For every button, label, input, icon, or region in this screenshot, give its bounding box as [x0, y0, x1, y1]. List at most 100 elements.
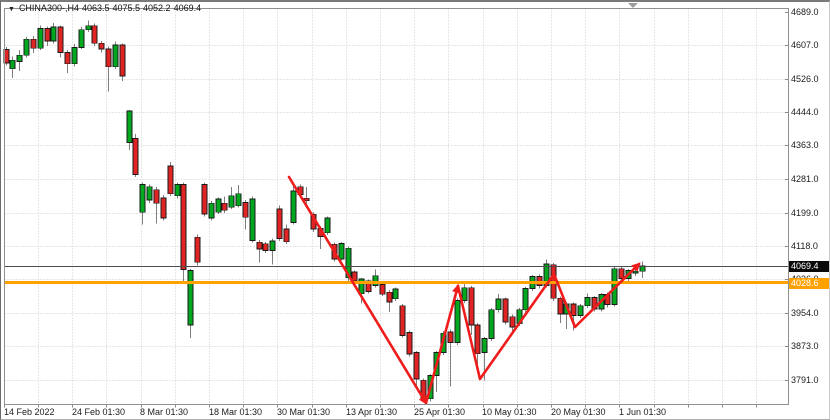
candle-bearish [618, 268, 625, 280]
candle-bearish [242, 202, 249, 218]
ohlc-high: 4075.5 [112, 3, 141, 13]
ohlc-close: 4069.4 [173, 3, 202, 13]
ohlc-open: 4063.5 [81, 3, 110, 13]
price-axis-label: 4444.0 [791, 107, 819, 117]
candle-bullish [290, 190, 297, 223]
candle-bearish [276, 208, 283, 239]
time-axis-label: 10 May 01:30 [482, 407, 537, 417]
trendline-arrow[interactable] [287, 175, 428, 405]
price-axis[interactable]: 4689.0 4607.0 4526.0 4444.0 4363.0 4281.0 4199… [789, 2, 829, 404]
time-axis-label: 8 Mar 01:30 [140, 407, 189, 417]
candle-bearish [98, 42, 105, 50]
candle-bullish [454, 299, 461, 343]
candle-bearish [386, 291, 393, 303]
candle-bearish [303, 197, 310, 202]
price-axis-label: 3873.0 [791, 341, 819, 351]
candle-bearish [557, 297, 564, 315]
candle-bullish [112, 44, 119, 68]
candle-bullish [338, 242, 345, 260]
candle-bearish [413, 352, 420, 380]
candle-bullish [23, 38, 30, 56]
price-axis-label: 4118.0 [791, 241, 818, 251]
candle-bearish [64, 51, 71, 65]
candle-bearish [167, 165, 174, 195]
candle-bearish [194, 236, 201, 263]
candle-bearish [256, 241, 263, 250]
symbol-info-bar: ▼ CHINA300-,H4 4063.5 4075.5 4052.2 4069.4 [8, 3, 204, 13]
plot-frame [4, 8, 789, 405]
candle-bullish [522, 288, 529, 311]
trendline-arrow[interactable] [456, 262, 641, 381]
bid-price-tag: 4069.4 [789, 260, 829, 272]
candle-bearish [406, 331, 413, 355]
candle-bearish [180, 183, 187, 271]
candle-bullish [78, 29, 85, 48]
price-axis-label: 4281.0 [791, 174, 819, 184]
time-axis-label: 30 Mar 01:30 [277, 407, 331, 417]
time-axis-label: 13 Apr 01:30 [346, 407, 398, 417]
candle-bearish [468, 287, 475, 326]
chart-shift-marker-icon[interactable] [628, 3, 638, 8]
candle-bullish [392, 288, 399, 300]
candle-bullish [9, 59, 16, 70]
candle-bearish [91, 25, 98, 44]
time-axis-label: 24 Feb 01:30 [72, 407, 126, 417]
price-axis-label: 3954.0 [791, 308, 819, 318]
candle-bullish [495, 298, 502, 311]
candle-bullish [358, 278, 365, 295]
candle-bullish [37, 28, 44, 49]
symbol-label: CHINA300-,H4 [18, 3, 79, 13]
candle-bearish [570, 303, 577, 316]
candle-bearish [379, 283, 386, 295]
candle-bullish [228, 195, 235, 208]
ohlc-low: 4052.2 [143, 3, 171, 13]
candle-bullish [584, 297, 591, 307]
candle-bullish [345, 247, 352, 279]
time-axis-label: 18 Mar 01:30 [209, 407, 263, 417]
candle-bullish [324, 217, 331, 234]
price-axis-label: 4199.0 [791, 208, 819, 218]
candle-bearish [502, 298, 509, 323]
price-axis-label: 4607.0 [791, 40, 819, 50]
trendline-arrow[interactable] [424, 283, 461, 405]
candle-bullish [269, 240, 276, 251]
candle-bearish [57, 26, 64, 53]
price-axis-label: 4363.0 [791, 140, 819, 150]
candle-bearish [119, 44, 126, 77]
time-axis-label: 1 Jun 01:30 [619, 407, 667, 417]
candle-bearish [160, 197, 167, 219]
candle-bullish [139, 183, 146, 213]
candle-bearish [30, 38, 37, 49]
candle-bearish [221, 202, 228, 211]
candle-bullish [50, 26, 57, 42]
candle-bearish [105, 48, 112, 68]
price-axis-label: 4526.0 [791, 74, 819, 84]
candle-bearish [201, 183, 208, 215]
candle-bullish [481, 338, 488, 353]
candle-bullish [208, 202, 215, 219]
candle-bearish [44, 28, 51, 42]
time-axis-label: 25 Apr 01:30 [414, 407, 466, 417]
candle-bullish [632, 270, 639, 274]
candle-bearish [262, 243, 269, 251]
candle-bearish [447, 331, 454, 343]
candle-bullish [16, 54, 23, 62]
time-axis-label: 14 Feb 2022 [4, 407, 55, 417]
candle-bullish [85, 25, 92, 31]
candle-bearish [509, 316, 516, 328]
symbol-dropdown-icon[interactable]: ▼ [8, 6, 15, 13]
candle-bullish [174, 183, 181, 197]
candle-bullish [146, 186, 153, 201]
candle-bearish [283, 228, 290, 243]
candle-bearish [399, 305, 406, 337]
price-axis-label: 3791.0 [791, 375, 819, 385]
candle-bullish [187, 270, 194, 326]
candle-bullish [71, 47, 78, 65]
candle-bullish [461, 287, 468, 301]
time-axis[interactable]: 14 Feb 2022 24 Feb 01:30 8 Mar 01:30 18 Mar… [1, 406, 787, 419]
candle-bullish [215, 198, 222, 213]
candle-bearish [153, 189, 160, 204]
candle-bullish [235, 193, 242, 207]
